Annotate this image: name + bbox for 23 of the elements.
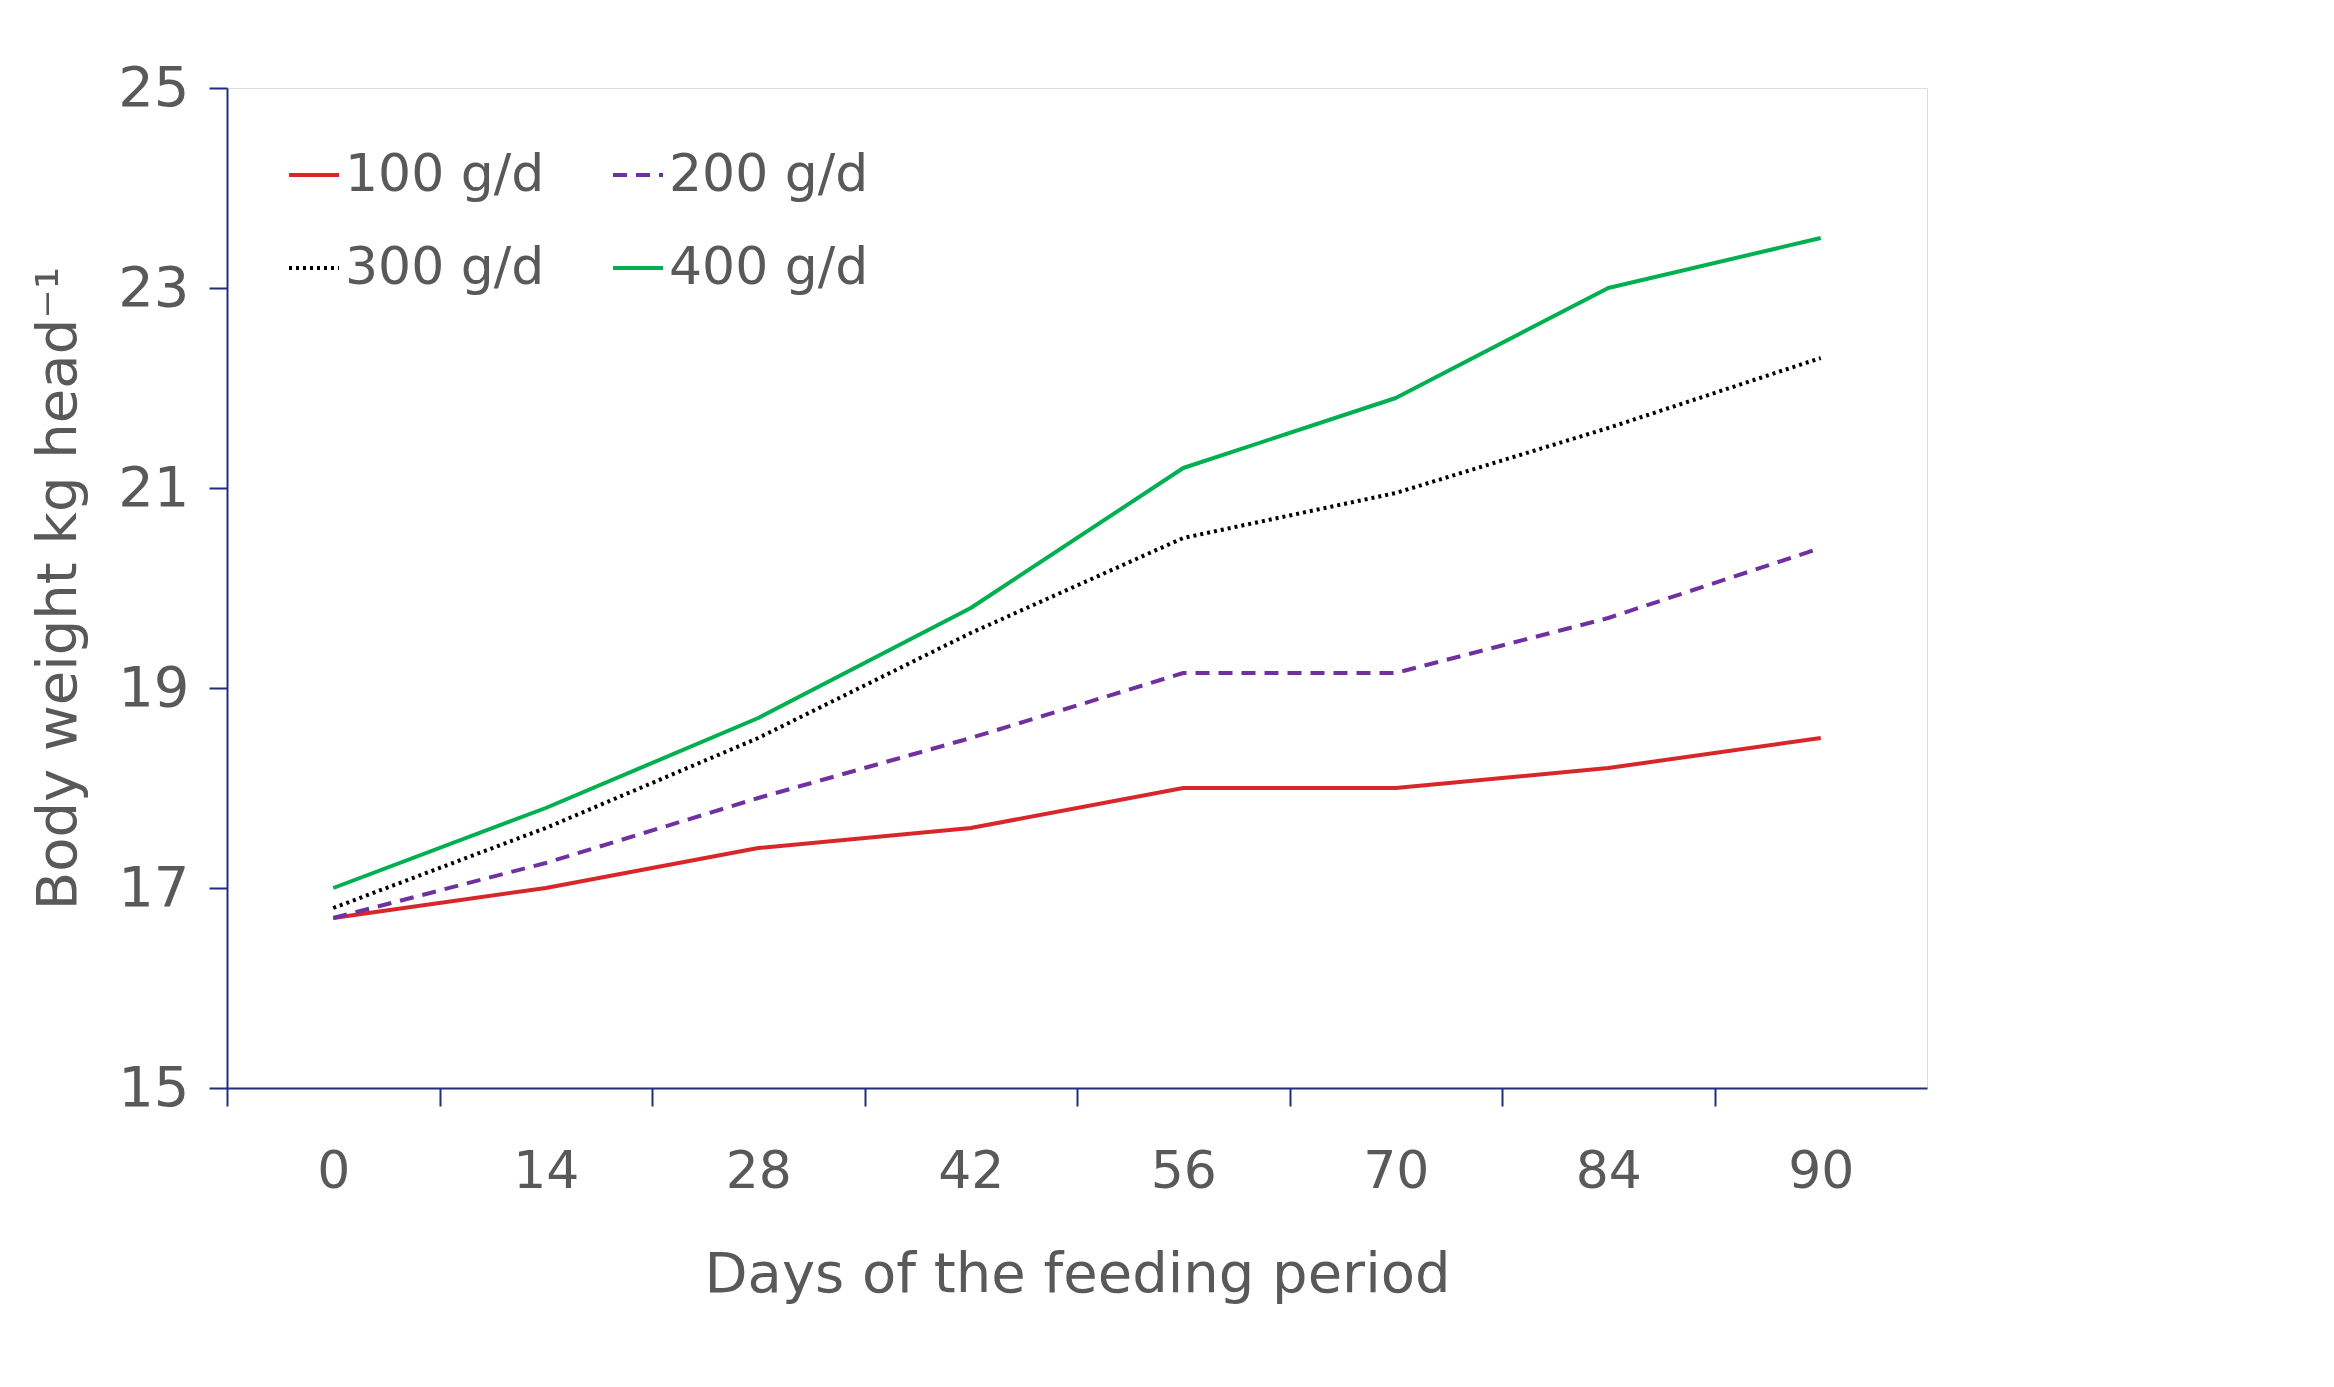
x-tick-label: 42 [938,1139,1005,1200]
legend-label: 100 g/d [345,143,545,203]
y-tick-label: 19 [118,653,190,719]
line-series [331,236,1823,890]
x-tick-label: 14 [513,1139,580,1200]
x-tick-label: 0 [317,1139,351,1200]
x-tick-label: 56 [1150,1139,1217,1200]
x-axis-title: Days of the feeding period [704,1239,1451,1305]
y-tick-label: 17 [118,853,190,919]
legend-label: 300 g/d [345,236,545,296]
legend-label: 200 g/d [669,143,869,203]
y-axis-title: Body weight kg head⁻¹ [24,266,90,911]
x-tick-label: 84 [1575,1139,1642,1200]
legend-label: 400 g/d [669,236,869,296]
y-tick-label: 21 [118,453,190,519]
line-series [331,736,1823,920]
x-tick-label: 90 [1788,1139,1855,1200]
x-tick-label: 70 [1363,1139,1430,1200]
y-tick-label: 25 [118,53,190,119]
y-tick-label: 23 [118,253,190,319]
line-series [331,356,1823,910]
x-tick-label: 28 [725,1139,792,1200]
y-tick-label: 15 [118,1053,190,1119]
